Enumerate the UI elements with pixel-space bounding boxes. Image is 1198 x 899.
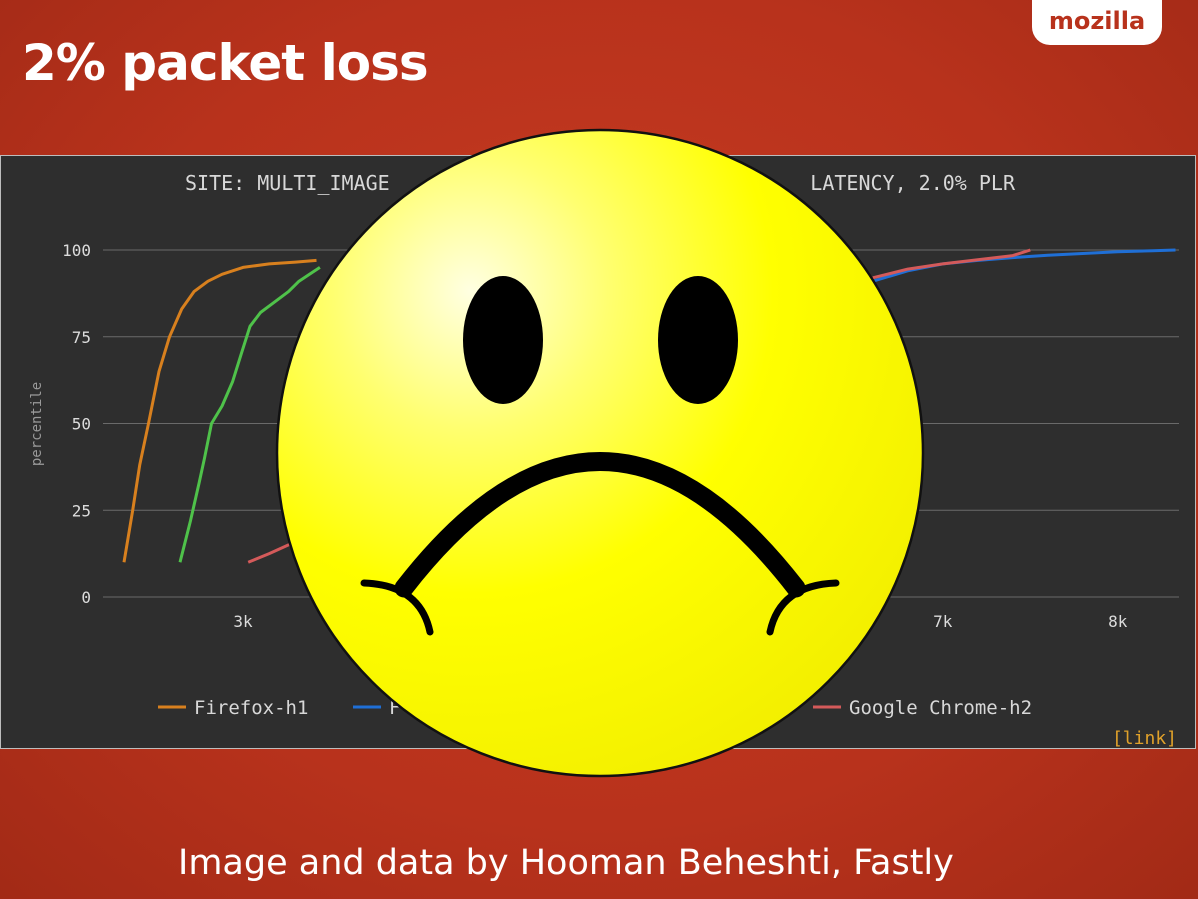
link[interactable]: [link] bbox=[1112, 728, 1177, 748]
y-axis: 0 25 50 75 100 bbox=[62, 241, 91, 607]
legend-label-0[interactable]: Firefox-h1 bbox=[194, 697, 308, 719]
chart-title: SITE: MULTI_IMAGE bbox=[185, 171, 390, 195]
legend: Firefox-h1 F Google Chrome-h2 bbox=[158, 697, 1032, 719]
y-axis-label: percentile bbox=[29, 382, 45, 466]
x-tick-label: 7k bbox=[933, 612, 953, 631]
slide-caption: Image and data by Hooman Beheshti, Fastl… bbox=[178, 843, 954, 883]
y-tick-label: 25 bbox=[72, 501, 91, 520]
grid bbox=[103, 249, 1179, 598]
series-line-2 bbox=[178, 266, 321, 563]
legend-label-3[interactable]: Google Chrome-h2 bbox=[849, 697, 1032, 719]
series-line-0 bbox=[122, 258, 317, 563]
series bbox=[122, 248, 1176, 564]
chart-title-right: LATENCY, 2.0% PLR bbox=[810, 171, 1016, 195]
y-tick-label: 0 bbox=[81, 588, 91, 607]
y-tick-label: 75 bbox=[72, 328, 91, 347]
series-line-3 bbox=[247, 540, 300, 564]
legend-label-1[interactable]: F bbox=[389, 697, 400, 719]
series-line-1 bbox=[872, 248, 1176, 283]
slide-title: 2% packet loss bbox=[22, 34, 429, 92]
latency-chart: SITE: MULTI_IMAGE LATENCY, 2.0% PLR 0 25 5… bbox=[29, 171, 1179, 748]
x-tick-label: 3k bbox=[233, 612, 253, 631]
y-tick-label: 100 bbox=[62, 241, 91, 260]
mozilla-logo: mozilla bbox=[1032, 0, 1162, 45]
y-tick-label: 50 bbox=[72, 415, 91, 434]
chart-panel: SITE: MULTI_IMAGE LATENCY, 2.0% PLR 0 25 5… bbox=[0, 155, 1196, 749]
x-axis: 3k 7k 8k bbox=[233, 612, 1127, 631]
x-tick-label: 8k bbox=[1108, 612, 1128, 631]
